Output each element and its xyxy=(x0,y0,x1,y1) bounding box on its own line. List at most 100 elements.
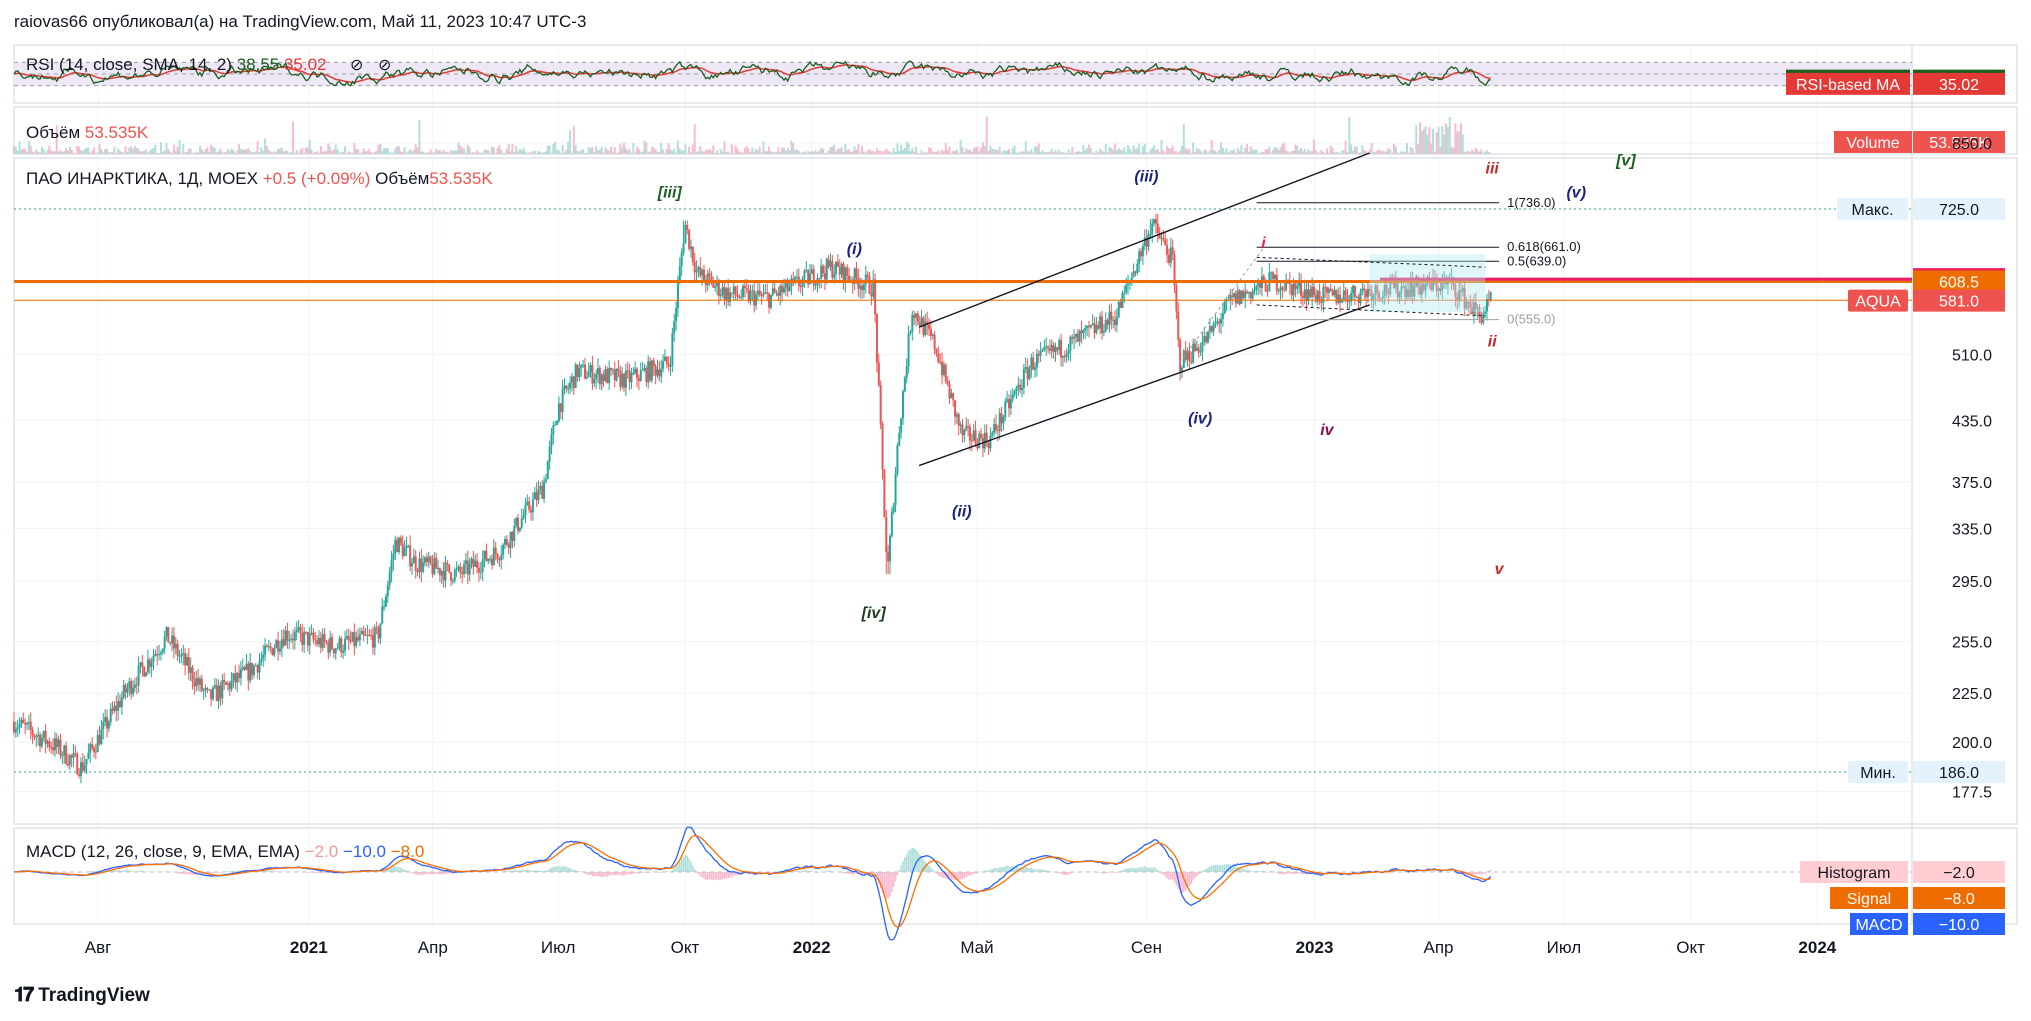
candle-body xyxy=(537,489,540,501)
candle-body xyxy=(615,368,618,381)
candle-body xyxy=(50,747,53,749)
candle-body xyxy=(1210,326,1213,332)
volume-bar xyxy=(1389,149,1392,154)
candle-body xyxy=(225,682,228,685)
macd-histogram-bar xyxy=(872,872,875,874)
pane-frame xyxy=(13,827,2018,925)
macd-histogram-bar xyxy=(870,872,873,875)
candle-body xyxy=(1127,283,1130,285)
volume-bar xyxy=(981,142,984,154)
macd-histogram-bar xyxy=(189,872,192,875)
volume-bar xyxy=(970,151,973,154)
candle-body xyxy=(303,631,306,645)
candle-body xyxy=(967,425,970,427)
volume-bar xyxy=(1381,150,1384,154)
macd-histogram-bar xyxy=(122,870,125,872)
volume-bar xyxy=(1435,132,1438,154)
volume-bar xyxy=(490,146,493,154)
volume-bar xyxy=(115,152,118,154)
volume-bar xyxy=(148,150,151,154)
candle-body xyxy=(502,544,505,556)
volume-bar xyxy=(487,149,490,154)
candle-body xyxy=(141,662,144,668)
candle-body xyxy=(14,728,17,733)
candle-body xyxy=(102,721,105,730)
volume-bar xyxy=(972,148,975,154)
volume-bar xyxy=(1402,151,1405,154)
macd-histogram-bar xyxy=(573,870,575,872)
price-tags: Макс.725.0612.0608.5581.5AQUA581.0Мин.18… xyxy=(1786,69,2005,935)
volume-bar xyxy=(1000,152,1003,154)
volume-bar xyxy=(319,146,322,154)
macd-histogram-bar xyxy=(186,872,188,875)
volume-bar xyxy=(600,146,603,154)
macd-histogram-bar xyxy=(931,869,934,872)
volume-bar xyxy=(799,152,802,154)
volume-bar xyxy=(650,146,653,154)
macd-histogram-bar xyxy=(595,872,597,877)
candle-body xyxy=(905,366,908,378)
volume-bar xyxy=(251,152,254,154)
volume-bar xyxy=(1400,151,1403,154)
candle-body xyxy=(476,560,479,568)
volume-bar xyxy=(422,151,425,154)
candle-body xyxy=(695,269,698,273)
volume-bar xyxy=(771,151,774,154)
volume-bar xyxy=(1207,152,1210,154)
candle-body xyxy=(509,531,512,549)
volume-bar xyxy=(1192,142,1195,154)
volume-bar xyxy=(565,149,568,154)
candle-body xyxy=(1199,351,1202,353)
candle-body xyxy=(639,370,642,381)
volume-bar xyxy=(308,139,311,154)
volume-bar xyxy=(464,152,467,154)
macd-histogram-bar xyxy=(922,859,925,872)
candle-body xyxy=(928,325,931,329)
macd-tag-value: −2.0 xyxy=(1943,865,1975,882)
candle-body xyxy=(636,368,639,379)
candle-body xyxy=(1482,313,1485,323)
volume-bar xyxy=(524,151,527,154)
volume-bar xyxy=(818,150,821,154)
volume-bar xyxy=(113,146,116,154)
wave-label: (ii) xyxy=(952,503,972,520)
macd-histogram-bar xyxy=(440,872,443,875)
volume-bar xyxy=(619,143,622,154)
candle-body xyxy=(342,650,345,653)
candle-body xyxy=(1411,280,1414,297)
candle-body xyxy=(697,267,700,270)
volume-bar xyxy=(528,152,531,154)
candle-body xyxy=(619,370,622,387)
macd-histogram-bar xyxy=(589,872,592,875)
macd-histogram-bar xyxy=(1104,872,1107,874)
macd-histogram-bar xyxy=(561,866,564,872)
volume-bar xyxy=(435,148,438,154)
candle-body xyxy=(318,637,321,645)
macd-histogram-bar xyxy=(1013,866,1016,872)
candle-body xyxy=(563,385,566,389)
volume-bar xyxy=(652,147,655,154)
candle-body xyxy=(1192,343,1195,363)
footer-brand[interactable]: 𝟏𝟕 TradingView xyxy=(14,984,150,1007)
volume-bar xyxy=(481,152,484,154)
volume-bar xyxy=(582,149,585,154)
macd-histogram-bar xyxy=(1183,872,1185,893)
volume-bar xyxy=(76,145,79,154)
price-tag-bg xyxy=(1913,270,2005,293)
candle-body xyxy=(701,269,704,276)
volume-bar xyxy=(431,152,434,154)
volume-bar xyxy=(1145,152,1148,154)
volume-bar xyxy=(392,152,395,154)
macd-histogram-bar xyxy=(602,872,605,877)
macd-histogram-bar xyxy=(1294,872,1297,874)
volume-bar xyxy=(1061,152,1064,154)
candle-body xyxy=(366,634,369,636)
macd-histogram-bar xyxy=(1149,867,1152,872)
macd-histogram-bar xyxy=(1156,870,1159,872)
macd-histogram-bar xyxy=(658,872,661,873)
candle-body xyxy=(295,629,298,633)
volume-bar xyxy=(1097,152,1100,154)
volume-bar xyxy=(795,149,798,154)
candle-body xyxy=(1400,286,1403,294)
